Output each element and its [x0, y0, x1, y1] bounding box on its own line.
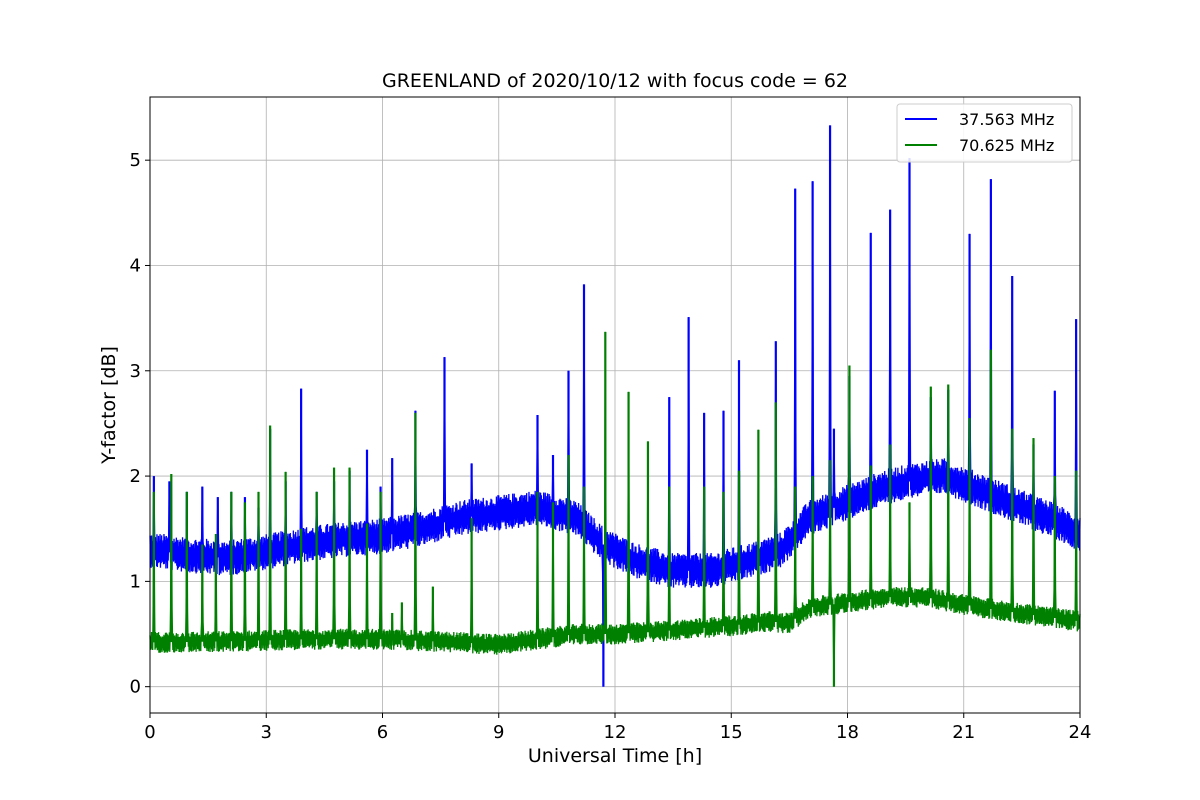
x-tick-label-0: 0 — [144, 722, 155, 743]
series-line-1 — [149, 331, 1081, 687]
y-tick-label-2: 2 — [130, 466, 141, 487]
y-tick-label-0: 0 — [130, 677, 141, 698]
legend-box — [896, 103, 1073, 163]
x-axis-label: Universal Time [h] — [528, 745, 702, 767]
legend-label-1: 70.625 MHz — [959, 136, 1054, 155]
x-tick-label-6: 18 — [836, 722, 859, 743]
legend-label-0: 37.563 MHz — [959, 110, 1054, 129]
x-tick-label-2: 6 — [377, 722, 388, 743]
x-tick-label-4: 12 — [604, 722, 627, 743]
y-tick-label-1: 1 — [130, 571, 141, 592]
x-tick-label-5: 15 — [720, 722, 743, 743]
x-tick-label-1: 3 — [261, 722, 272, 743]
y-tick-label-3: 3 — [130, 361, 141, 382]
y-tick-label-4: 4 — [130, 255, 141, 276]
y-tick-label-5: 5 — [130, 150, 141, 171]
series-line-0 — [149, 125, 1081, 687]
legend: 37.563 MHz 70.625 MHz — [896, 103, 1073, 163]
plot-area — [149, 125, 1081, 687]
x-tick-label-8: 24 — [1069, 722, 1092, 743]
y-axis-label: Y-factor [dB] — [98, 346, 120, 465]
chart-title: GREENLAND of 2020/10/12 with focus code … — [382, 70, 848, 92]
x-tick-label-7: 21 — [952, 722, 975, 743]
x-tick-label-3: 9 — [493, 722, 504, 743]
